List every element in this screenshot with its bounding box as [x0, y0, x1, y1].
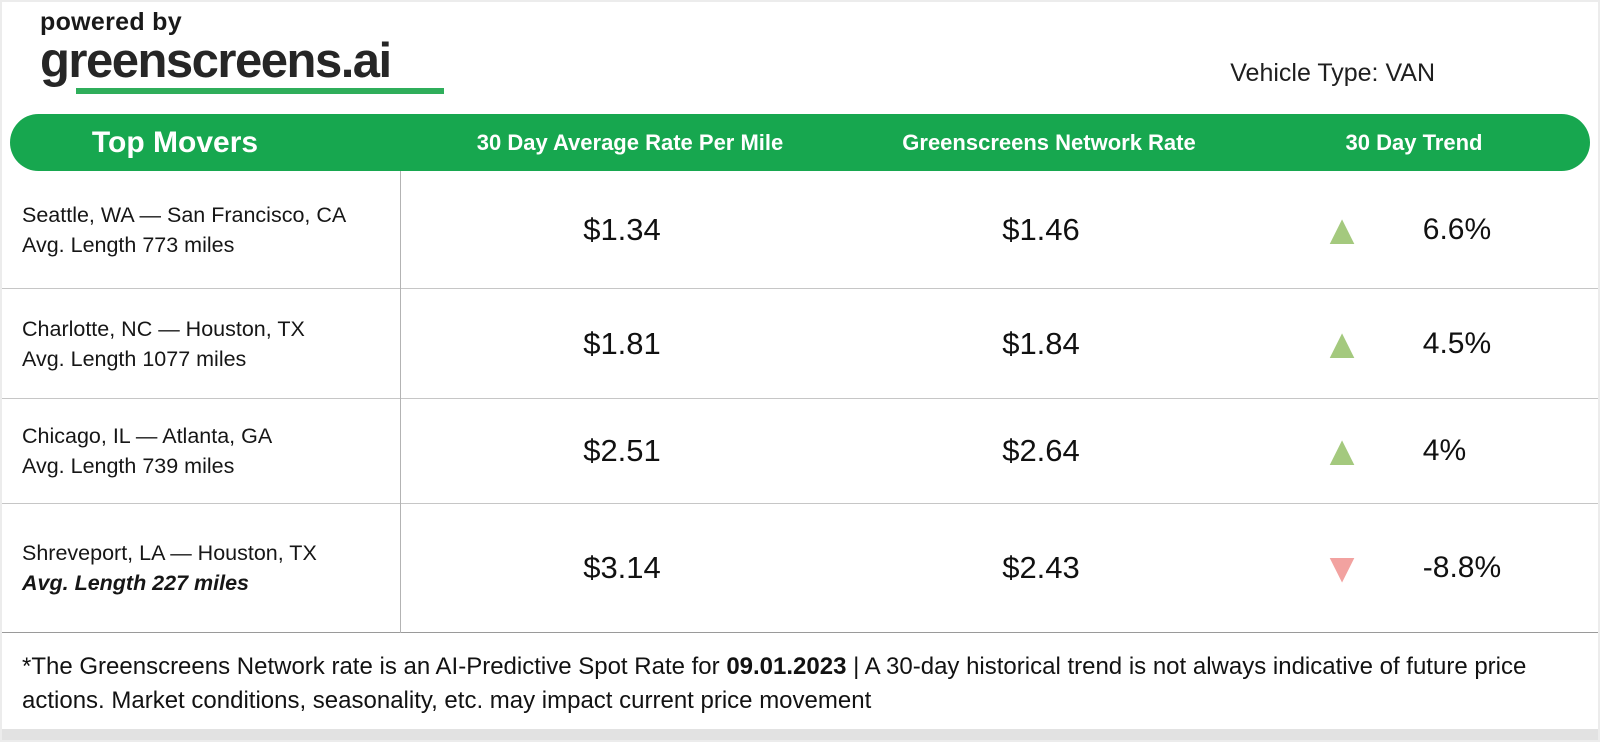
greenscreens-logo: powered by greenscreens.ai [40, 8, 444, 94]
avg-rate-per-mile-value: $1.34 [583, 211, 661, 247]
trend-cell: ▲ 6.6% [1230, 205, 1598, 253]
avg-rate-per-mile-value: $3.14 [583, 550, 661, 585]
lane-route: Shreveport, LA — Houston, TX [22, 541, 317, 565]
table-header-bar: Top Movers 30 Day Average Rate Per Mile … [10, 114, 1590, 171]
column-header-30day-trend: 30 Day Trend [1345, 129, 1483, 155]
network-rate-value: $2.43 [1002, 550, 1080, 585]
column-divider [400, 171, 401, 633]
disclaimer-footnote: *The Greenscreens Network rate is an AI-… [2, 633, 1562, 718]
vehicle-type-label: Vehicle Type: VAN [1230, 59, 1435, 87]
lane-route: Charlotte, NC — Houston, TX [22, 316, 305, 341]
table-row: Shreveport, LA — Houston, TX Avg. Length… [2, 504, 1598, 633]
trend-up-icon: ▲ [1321, 205, 1363, 253]
lane-avg-length: Avg. Length 227 miles [22, 571, 250, 595]
table-row: Chicago, IL — Atlanta, GA Avg. Length 73… [2, 399, 1598, 504]
powered-by-text: powered by [40, 8, 182, 36]
trend-cell: ▲ 4.5% [1230, 319, 1598, 367]
avg-rate-per-mile-value: $2.51 [583, 433, 661, 468]
lane-avg-length: Avg. Length 739 miles [22, 454, 235, 478]
trend-cell: ▲ 4% [1230, 430, 1598, 472]
lane-cell: Charlotte, NC — Houston, TX Avg. Length … [2, 314, 392, 374]
trend-up-icon: ▲ [1321, 427, 1363, 474]
lane-route: Seattle, WA — San Francisco, CA [22, 202, 347, 227]
trend-percent: 6.6% [1422, 212, 1492, 246]
brand-underline-bar [76, 87, 444, 94]
table-row: Charlotte, NC — Houston, TX Avg. Length … [2, 289, 1598, 399]
footnote-text-2: | A 30-day historical trend is not alway… [22, 653, 1527, 714]
column-header-network-rate: Greenscreens Network Rate [902, 129, 1196, 155]
lane-avg-length: Avg. Length 1077 miles [22, 346, 247, 371]
lane-cell: Chicago, IL — Atlanta, GA Avg. Length 73… [2, 421, 392, 481]
table-row: Seattle, WA — San Francisco, CA Avg. Len… [2, 171, 1598, 289]
lane-cell: Seattle, WA — San Francisco, CA Avg. Len… [2, 200, 392, 260]
network-rate-value: $2.64 [1002, 433, 1080, 468]
report-header: powered by greenscreens.ai Vehicle Type:… [2, 2, 1598, 114]
trend-up-icon: ▲ [1321, 319, 1363, 367]
column-header-30day-avg-rate: 30 Day Average Rate Per Mile [476, 129, 784, 155]
lane-route: Chicago, IL — Atlanta, GA [22, 424, 273, 448]
table-body: Seattle, WA — San Francisco, CA Avg. Len… [2, 171, 1598, 633]
footnote-date: 09.01.2023 [726, 653, 847, 680]
trend-percent: 4.5% [1422, 326, 1492, 360]
network-rate-value: $1.84 [1002, 325, 1080, 361]
trend-percent: 4% [1422, 434, 1467, 467]
trend-down-icon: ▼ [1321, 544, 1363, 591]
column-header-top-movers: Top Movers [91, 125, 259, 159]
lane-avg-length: Avg. Length 773 miles [22, 232, 235, 257]
avg-rate-per-mile-value: $1.81 [583, 325, 661, 361]
bottom-edge-strip [2, 729, 1598, 740]
trend-cell: ▼ -8.8% [1230, 547, 1598, 589]
network-rate-value: $1.46 [1002, 211, 1080, 247]
footnote-text-1: *The Greenscreens Network rate is an AI-… [22, 653, 727, 680]
trend-percent: -8.8% [1422, 551, 1502, 584]
brand-wordmark: greenscreens.ai [40, 34, 392, 88]
lane-cell: Shreveport, LA — Houston, TX Avg. Length… [2, 538, 392, 598]
